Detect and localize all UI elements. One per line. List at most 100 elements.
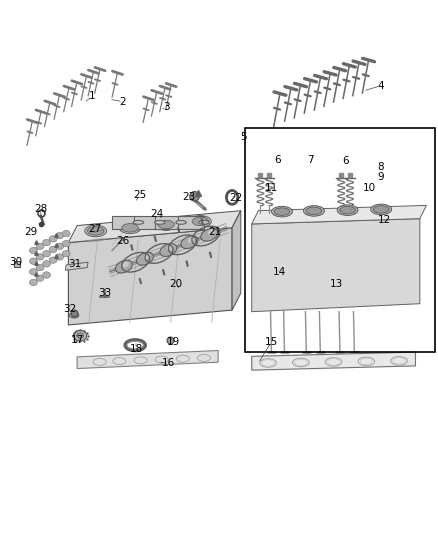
Text: 3: 3 xyxy=(163,102,170,112)
Ellipse shape xyxy=(49,246,57,253)
Text: 21: 21 xyxy=(208,227,221,237)
Text: 7: 7 xyxy=(307,155,314,165)
Ellipse shape xyxy=(155,219,177,230)
Ellipse shape xyxy=(133,221,144,224)
Text: 26: 26 xyxy=(117,236,130,246)
Ellipse shape xyxy=(371,204,392,215)
Ellipse shape xyxy=(42,261,50,267)
Ellipse shape xyxy=(49,236,57,242)
Text: 22: 22 xyxy=(229,193,242,204)
Ellipse shape xyxy=(272,206,293,217)
Text: 12: 12 xyxy=(378,215,392,225)
Text: 10: 10 xyxy=(363,183,376,193)
Ellipse shape xyxy=(304,206,325,216)
Text: 30: 30 xyxy=(9,257,22,267)
Ellipse shape xyxy=(340,206,355,214)
Ellipse shape xyxy=(274,208,290,215)
Ellipse shape xyxy=(137,252,153,265)
Ellipse shape xyxy=(208,230,214,236)
Ellipse shape xyxy=(87,227,104,235)
Text: 17: 17 xyxy=(71,335,84,345)
Ellipse shape xyxy=(116,260,132,273)
Text: 8: 8 xyxy=(377,161,384,172)
Text: 15: 15 xyxy=(265,337,278,347)
Text: 20: 20 xyxy=(169,279,182,288)
Ellipse shape xyxy=(176,221,186,224)
Polygon shape xyxy=(252,352,416,370)
Ellipse shape xyxy=(337,205,358,215)
Text: 4: 4 xyxy=(377,81,384,91)
Text: 23: 23 xyxy=(183,192,196,203)
Polygon shape xyxy=(112,216,138,229)
Ellipse shape xyxy=(190,215,212,227)
Text: 27: 27 xyxy=(88,224,101,235)
Ellipse shape xyxy=(56,232,64,239)
Ellipse shape xyxy=(199,221,209,224)
Polygon shape xyxy=(252,219,420,312)
Bar xyxy=(245,128,435,352)
Polygon shape xyxy=(68,228,232,325)
Ellipse shape xyxy=(36,254,44,260)
Ellipse shape xyxy=(123,262,129,267)
Polygon shape xyxy=(77,351,218,368)
Ellipse shape xyxy=(77,333,84,338)
Ellipse shape xyxy=(56,254,64,260)
Ellipse shape xyxy=(181,236,198,248)
Text: 31: 31 xyxy=(68,259,81,269)
Text: 28: 28 xyxy=(34,204,47,214)
Text: 24: 24 xyxy=(150,209,164,220)
Text: 19: 19 xyxy=(166,337,180,347)
Ellipse shape xyxy=(201,228,218,241)
Ellipse shape xyxy=(29,279,37,286)
Polygon shape xyxy=(232,211,241,310)
Ellipse shape xyxy=(74,330,87,341)
Ellipse shape xyxy=(56,243,64,249)
Text: 2: 2 xyxy=(120,96,126,107)
Ellipse shape xyxy=(373,206,389,213)
Ellipse shape xyxy=(36,243,44,249)
Polygon shape xyxy=(68,211,241,243)
Ellipse shape xyxy=(29,269,37,275)
Text: 11: 11 xyxy=(265,183,278,193)
Polygon shape xyxy=(65,262,88,270)
Ellipse shape xyxy=(85,225,106,237)
Ellipse shape xyxy=(36,275,44,281)
Text: 1: 1 xyxy=(89,91,95,101)
Text: 14: 14 xyxy=(272,267,286,277)
Ellipse shape xyxy=(62,230,70,237)
Text: 6: 6 xyxy=(275,155,281,165)
Text: 29: 29 xyxy=(24,227,37,237)
Ellipse shape xyxy=(29,258,37,264)
Text: 13: 13 xyxy=(330,279,343,288)
Ellipse shape xyxy=(122,223,138,232)
Ellipse shape xyxy=(49,257,57,263)
Ellipse shape xyxy=(188,237,194,243)
Ellipse shape xyxy=(192,217,209,225)
Text: 33: 33 xyxy=(98,288,111,298)
Polygon shape xyxy=(155,216,181,229)
Polygon shape xyxy=(178,216,204,229)
Text: 9: 9 xyxy=(377,172,384,182)
Polygon shape xyxy=(134,216,160,229)
Ellipse shape xyxy=(144,254,150,260)
Ellipse shape xyxy=(42,272,50,278)
Text: 6: 6 xyxy=(343,156,349,166)
Ellipse shape xyxy=(155,221,165,224)
Ellipse shape xyxy=(62,240,70,247)
Text: 32: 32 xyxy=(63,304,76,314)
Ellipse shape xyxy=(36,264,44,271)
Ellipse shape xyxy=(167,245,173,251)
Text: 5: 5 xyxy=(240,132,246,142)
Text: 25: 25 xyxy=(133,190,146,200)
Ellipse shape xyxy=(190,191,199,201)
Ellipse shape xyxy=(119,222,141,233)
Ellipse shape xyxy=(306,207,322,215)
Polygon shape xyxy=(252,205,426,224)
Ellipse shape xyxy=(160,244,177,256)
Text: 16: 16 xyxy=(162,358,175,368)
Ellipse shape xyxy=(69,313,79,318)
Ellipse shape xyxy=(158,220,174,229)
Ellipse shape xyxy=(42,239,50,246)
Ellipse shape xyxy=(42,251,50,257)
Text: 18: 18 xyxy=(129,344,143,354)
